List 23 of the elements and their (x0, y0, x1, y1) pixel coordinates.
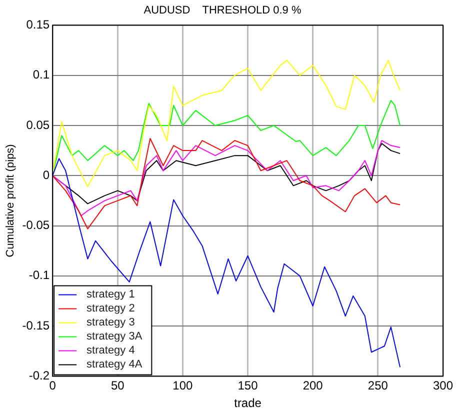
legend-label: strategy 1 (86, 288, 135, 301)
y-tick-label: 0.15 (26, 18, 50, 32)
x-tick-label: 100 (172, 378, 194, 393)
x-axis-title: trade (234, 396, 262, 410)
legend-label: strategy 3A (86, 330, 143, 343)
x-tick-label: 50 (110, 378, 125, 393)
legend-label: strategy 3 (86, 316, 135, 329)
y-tick-label: -0.05 (22, 218, 50, 232)
y-tick-label: 0.1 (32, 68, 50, 82)
x-tick-label: 300 (432, 378, 454, 393)
legend-label: strategy 4A (86, 358, 143, 371)
y-tick-label: -0.2 (28, 368, 50, 383)
x-tick-label: 250 (368, 378, 388, 393)
y-tick-label: 0.05 (26, 118, 50, 132)
legend-label: strategy 2 (86, 302, 135, 315)
x-tick-label: 150 (238, 378, 258, 393)
y-tick-label: 0 (42, 168, 50, 182)
legend-label: strategy 4 (86, 344, 135, 357)
y-tick-label: -0.15 (22, 318, 50, 332)
y-axis-title: Cumulative profit (pips) (4, 144, 17, 258)
y-tick-label: -0.1 (28, 268, 50, 282)
chart-title: AUDUSD THRESHOLD 0.9 % (144, 4, 302, 17)
x-tick-label: 200 (302, 378, 324, 393)
